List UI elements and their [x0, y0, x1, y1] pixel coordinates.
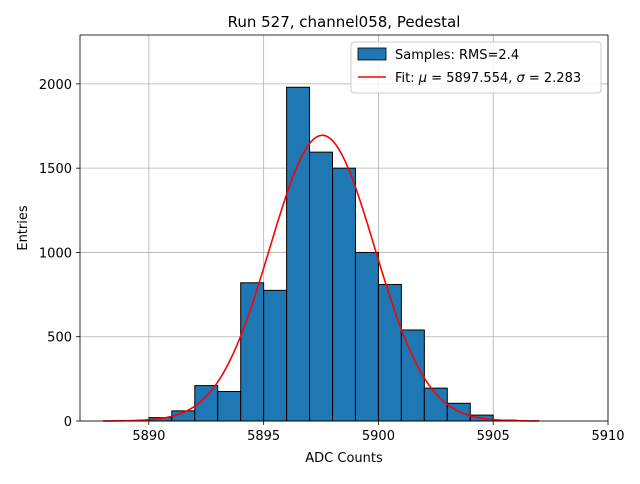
x-tick-label: 5905 [477, 429, 510, 444]
histogram-bar [355, 252, 378, 421]
histogram-bar [287, 87, 310, 421]
x-axis-ticks: 5890 5895 5900 5905 5910 [132, 421, 624, 444]
legend-swatch-samples [358, 48, 386, 60]
x-tick-label: 5895 [247, 429, 280, 444]
legend-label-fit: Fit: μ = 5897.554, σ = 2.283 [395, 71, 581, 86]
x-axis-label: ADC Counts [305, 451, 383, 466]
histogram-bars [126, 87, 516, 421]
legend: Samples: RMS=2.4 Fit: μ = 5897.554, σ = … [351, 42, 601, 93]
y-tick-label: 500 [47, 331, 72, 346]
x-tick-label: 5890 [132, 429, 165, 444]
x-tick-label: 5910 [591, 429, 624, 444]
y-tick-label: 1000 [39, 246, 72, 261]
histogram-bar [264, 290, 287, 421]
y-tick-label: 2000 [39, 78, 72, 93]
legend-label-samples: Samples: RMS=2.4 [395, 48, 519, 63]
y-tick-label: 0 [64, 415, 72, 430]
histogram-bar [218, 392, 241, 421]
y-axis-label: Entries [16, 205, 31, 251]
histogram-bar [310, 152, 333, 421]
histogram-bar [378, 284, 401, 421]
y-tick-label: 1500 [39, 162, 72, 177]
chart-title: Run 527, channel058, Pedestal [228, 13, 461, 31]
x-tick-label: 5900 [362, 429, 395, 444]
histogram-bar [333, 168, 356, 421]
histogram-bar [401, 330, 424, 421]
y-axis-ticks: 0 500 1000 1500 2000 [39, 78, 80, 430]
